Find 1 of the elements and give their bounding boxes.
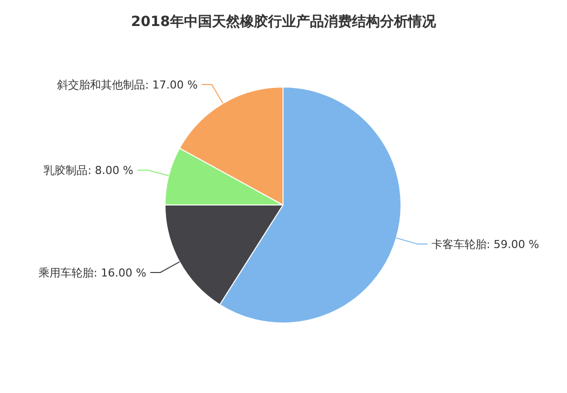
chart-title: 2018年中国天然橡胶行业产品消费结构分析情况 xyxy=(131,13,437,30)
